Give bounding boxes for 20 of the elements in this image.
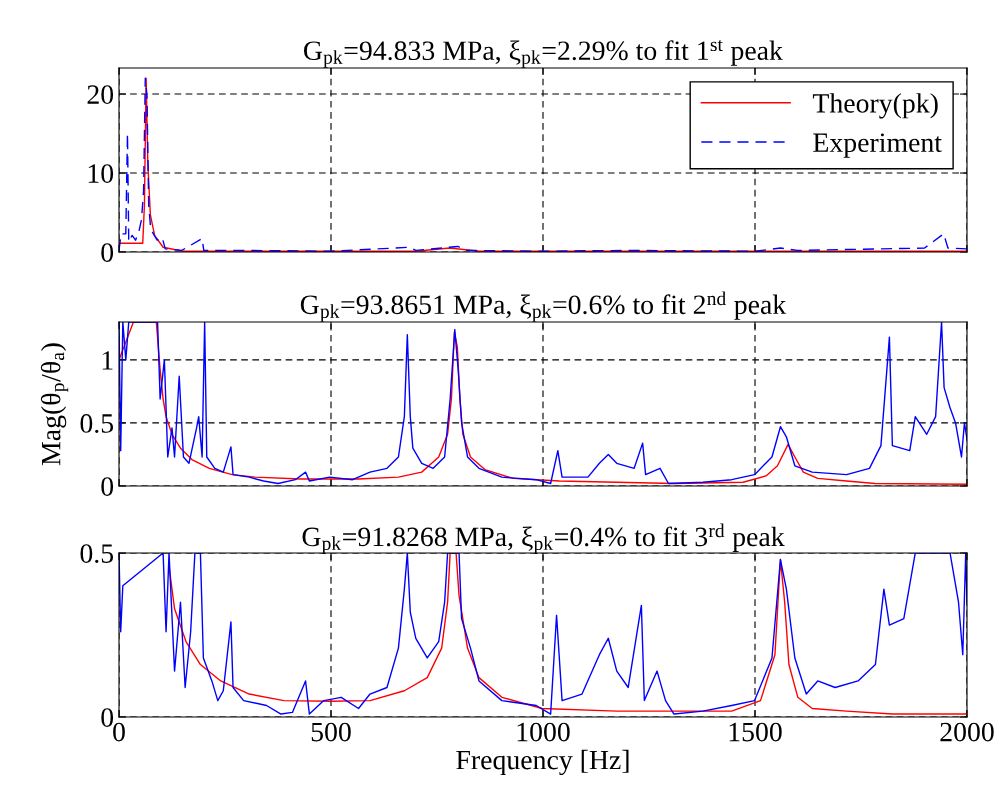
x-tick-label: 500	[311, 722, 351, 742]
x-axis-title: Frequency [Hz]	[456, 749, 629, 776]
chart-title: G$_{pk}$=94.833 MPa, ξ$_{pk}$=2.29% to fit 1$^{st}$ peak	[304, 39, 783, 68]
y-tick-label: 0	[101, 243, 114, 262]
y-tick-label: 0.5	[80, 544, 114, 564]
x-tick-label: 2000	[940, 722, 994, 742]
legend-label: Theory(pk)	[812, 93, 938, 119]
x-tick-label: 1500	[729, 722, 782, 742]
chart-title: G$_{pk}$=91.8268 MPa, ξ$_{pk}$=0.4% to fit 3$^{rd}$ peak	[302, 523, 785, 554]
chart-title: G$_{pk}$=93.8651 MPa, ξ$_{pk}$=0.6% to fit 2$^{nd}$ peak	[300, 291, 787, 322]
y-axis-title: Mag(θ$_{p}$/θ$_{a}$)	[40, 343, 69, 466]
y-tick-label: 10	[88, 164, 114, 183]
line-series	[119, 322, 967, 485]
y-tick-label: 20	[87, 85, 114, 104]
legend-label: Experiment	[813, 133, 942, 158]
x-tick-label: 1000	[517, 722, 570, 742]
y-tick-label: 0.5	[80, 414, 114, 433]
y-tick-label: 0	[101, 477, 114, 496]
y-tick-label: 1	[102, 351, 113, 370]
y-tick-label: 0	[101, 708, 114, 727]
